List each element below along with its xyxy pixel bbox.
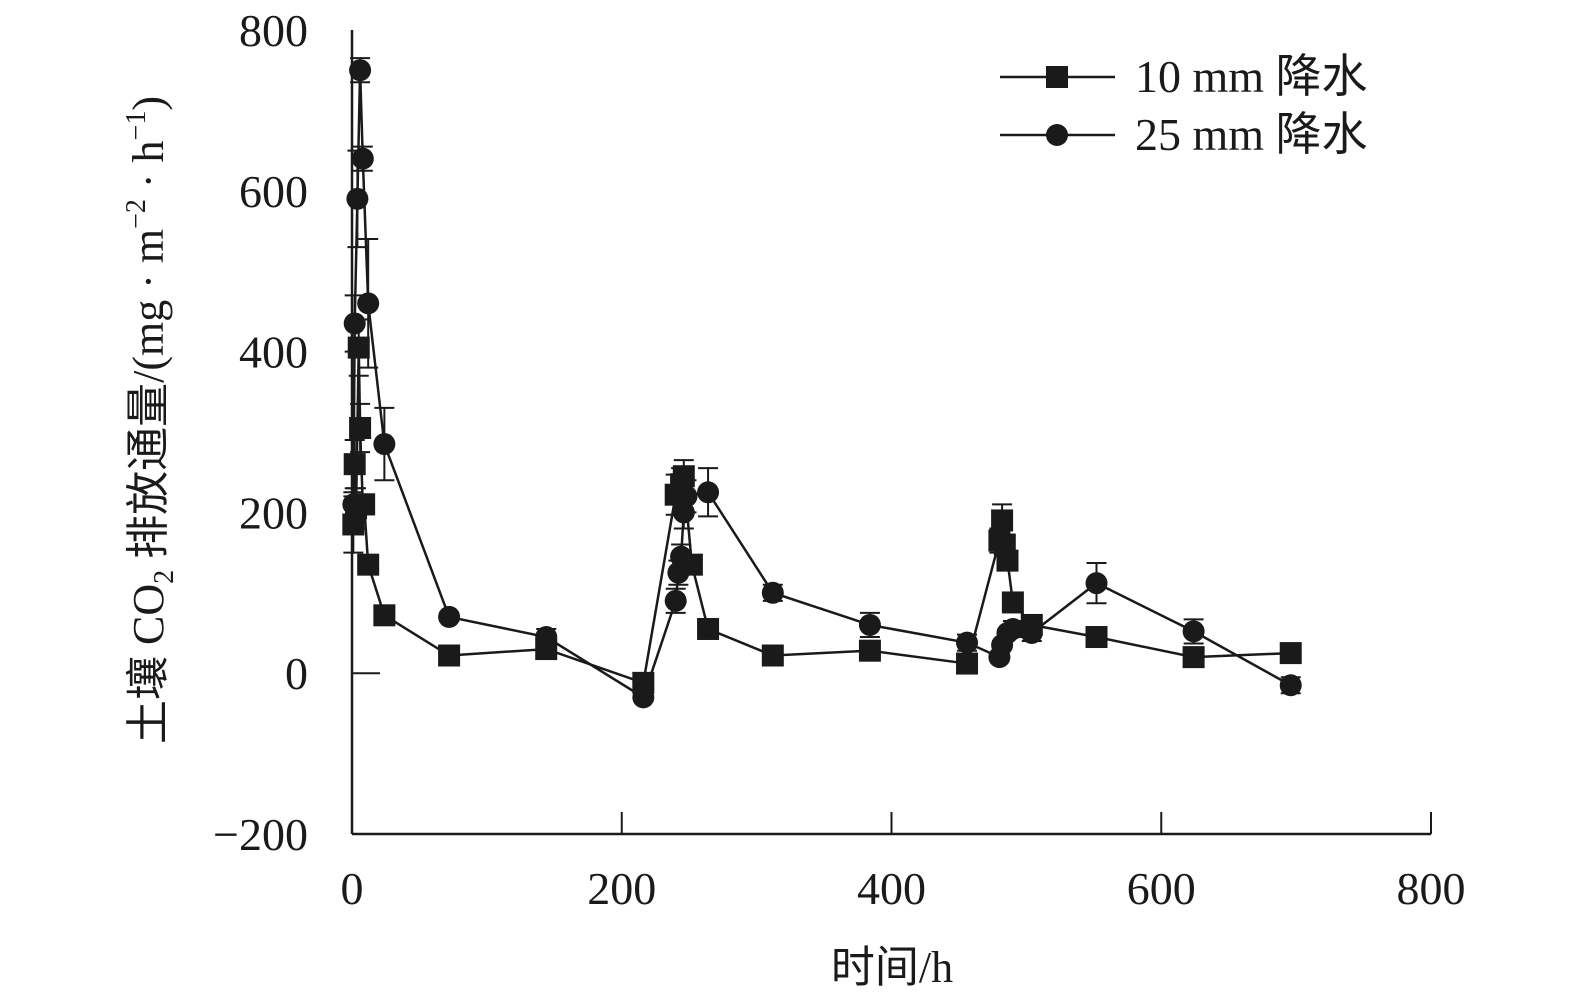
x-tick-label-2: 400 — [857, 863, 926, 914]
point-square-27 — [1182, 646, 1205, 669]
point-circle-10 — [664, 589, 687, 612]
y-tick-label-0: −200 — [213, 809, 308, 860]
point-circle-16 — [761, 581, 784, 604]
x-tick-label-4: 800 — [1397, 863, 1466, 914]
point-circle-3 — [349, 59, 372, 82]
legend: 10 mm 降水 25 mm 降水 — [1000, 51, 1368, 160]
y-axis-title: 土壤 CO2 排放通量/(mg · m−2 · h−1) — [121, 96, 180, 744]
legend-label-25mm: 25 mm 降水 — [1135, 109, 1368, 160]
point-circle-2 — [346, 187, 369, 210]
point-circle-7 — [438, 605, 461, 628]
y-title-sub: 2 — [149, 570, 180, 584]
point-square-8 — [373, 604, 396, 627]
legend-item-25mm: 25 mm 降水 — [1000, 109, 1368, 160]
y-title-mid2: · h — [124, 140, 173, 199]
point-square-9 — [438, 644, 461, 667]
series-line-1 — [352, 70, 1292, 700]
point-circle-12 — [670, 545, 693, 568]
x-tick-label-1: 200 — [587, 863, 656, 914]
point-circle-4 — [351, 147, 374, 170]
x-tick-label-3: 600 — [1127, 863, 1196, 914]
point-circle-24 — [1085, 572, 1108, 595]
y-title-suffix: ) — [124, 96, 173, 111]
point-circle-14 — [675, 485, 698, 508]
series-1 — [342, 57, 1302, 709]
y-title-sup1: −2 — [121, 199, 152, 229]
series-line-0 — [352, 347, 1291, 685]
point-square-7 — [357, 553, 380, 576]
point-circle-9 — [632, 686, 655, 709]
y-tick-label-5: 800 — [239, 5, 308, 56]
point-square-3 — [347, 336, 370, 359]
point-circle-15 — [697, 481, 720, 504]
point-square-17 — [761, 644, 784, 667]
series-0 — [342, 318, 1302, 694]
point-square-28 — [1279, 642, 1302, 665]
y-title-prefix: 土壤 CO — [124, 584, 173, 744]
point-square-24 — [1001, 591, 1024, 614]
ticks: 0 200 400 600 800 −200 0 200 400 600 800 — [213, 5, 1465, 914]
y-tick-label-4: 600 — [239, 166, 308, 217]
point-square-14 — [672, 465, 695, 488]
point-square-26 — [1085, 626, 1108, 649]
legend-marker-square — [1046, 66, 1068, 88]
point-circle-23 — [1020, 622, 1043, 644]
y-tick-label-3: 400 — [239, 327, 308, 378]
point-circle-17 — [858, 613, 881, 636]
point-circle-8 — [535, 626, 558, 649]
point-square-19 — [956, 652, 979, 675]
y-tick-label-1: 0 — [285, 648, 308, 699]
point-square-23 — [996, 549, 1019, 572]
point-circle-22 — [1001, 617, 1024, 640]
y-title-sup2: −1 — [121, 111, 152, 141]
point-circle-1 — [343, 312, 366, 335]
x-axis-title: 时间/h — [831, 943, 953, 992]
legend-item-10mm: 10 mm 降水 — [1000, 51, 1368, 102]
point-circle-18 — [956, 631, 979, 654]
legend-label-10mm: 10 mm 降水 — [1135, 51, 1368, 102]
y-tick-label-2: 200 — [239, 487, 308, 538]
point-circle-25 — [1182, 620, 1205, 643]
point-circle-5 — [357, 292, 380, 315]
point-circle-0 — [342, 493, 365, 516]
point-circle-26 — [1279, 674, 1302, 697]
point-square-18 — [858, 639, 881, 662]
series-layer — [342, 57, 1302, 709]
point-square-16 — [697, 617, 720, 640]
point-circle-6 — [373, 433, 396, 456]
point-square-21 — [991, 509, 1014, 532]
x-tick-label-0: 0 — [341, 863, 364, 914]
y-title-mid: 排放通量/(mg · m — [124, 229, 173, 570]
point-square-4 — [349, 416, 372, 439]
legend-marker-circle — [1046, 124, 1068, 146]
